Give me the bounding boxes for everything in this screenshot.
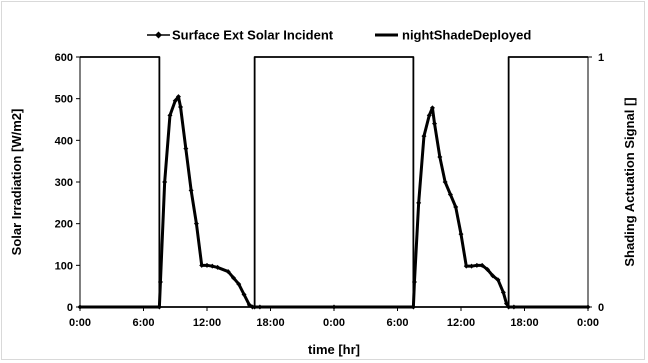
legend: Surface Ext Solar Incident nightShadeDep… [147, 28, 531, 43]
data-point [215, 264, 221, 270]
data-point [331, 304, 337, 310]
x-tick-label: 0:00 [323, 317, 345, 329]
data-point [442, 179, 448, 185]
data-point [167, 112, 173, 118]
data-point [416, 200, 422, 206]
legend-item-shade: nightShadeDeployed [375, 28, 531, 43]
data-point [188, 187, 194, 193]
data-point [193, 221, 199, 227]
legend-item-solar: Surface Ext Solar Incident [147, 28, 334, 43]
data-point [432, 121, 438, 127]
axes [79, 57, 589, 308]
x-axis-title: time [hr] [308, 342, 360, 357]
data-point [172, 98, 178, 104]
data-point [183, 146, 189, 152]
data-point [175, 94, 181, 100]
data-point [426, 112, 432, 118]
y-tick-label: 300 [55, 177, 73, 189]
y2-tick-label: 0 [598, 302, 604, 314]
y-axis-title: Solar Irradiation [W/m2] [9, 109, 24, 256]
data-point [241, 292, 247, 297]
y2-axis-title: Shading Actuation Signal [] [622, 97, 637, 266]
data-point [199, 262, 205, 268]
x-tick-label: 0:00 [69, 317, 91, 329]
y-tick-label: 600 [55, 52, 73, 64]
data-point [585, 304, 591, 310]
data-point [429, 105, 435, 111]
data-point [225, 269, 231, 275]
y-tick-label: 200 [55, 219, 73, 231]
data-point [495, 277, 501, 283]
x-tick-label: 12:00 [447, 317, 475, 329]
legend-label-solar: Surface Ext Solar Incident [172, 28, 334, 43]
x-tick-label: 6:00 [386, 317, 408, 329]
data-point [484, 267, 490, 272]
data-point [77, 304, 83, 310]
data-point [178, 104, 184, 110]
x-tick-label: 0:00 [577, 317, 599, 329]
y-tick-label: 100 [55, 260, 73, 272]
y-ticks-right: 01 [588, 52, 604, 314]
data-point [209, 263, 215, 269]
data-point [458, 231, 464, 237]
y-tick-label: 0 [67, 302, 73, 314]
x-tick-label: 12:00 [193, 317, 221, 329]
data-point [204, 262, 210, 268]
legend-label-shade: nightShadeDeployed [402, 28, 531, 43]
data-point [257, 304, 263, 310]
data-point [162, 179, 168, 185]
data-point [453, 204, 459, 210]
data-point [469, 263, 475, 269]
data-point [500, 289, 506, 295]
data-point [421, 133, 427, 139]
data-point [479, 262, 485, 268]
y2-tick-label: 1 [598, 52, 604, 64]
data-point [230, 275, 236, 281]
data-point [511, 304, 517, 310]
data-point [474, 262, 480, 268]
x-tick-label: 18:00 [510, 317, 538, 329]
series-line-night-shade [80, 56, 588, 308]
x-tick-label: 6:00 [132, 317, 154, 329]
y-tick-label: 400 [55, 135, 73, 147]
legend-marker-solar [155, 31, 162, 39]
y-tick-label: 500 [55, 94, 73, 106]
data-point [236, 281, 242, 287]
data-point [490, 273, 496, 279]
data-point [437, 154, 443, 160]
data-point [447, 192, 453, 197]
series-layer [77, 56, 591, 310]
data-point [463, 263, 469, 269]
x-ticks: 0:00 6:00 12:00 18:00 0:00 6:00 12:00 18:00 0:00 [69, 307, 599, 329]
y-ticks-left: 0 100 200 300 400 500 600 [55, 52, 80, 314]
x-tick-label: 18:00 [256, 317, 284, 329]
series-line-solar-incident [80, 95, 588, 309]
